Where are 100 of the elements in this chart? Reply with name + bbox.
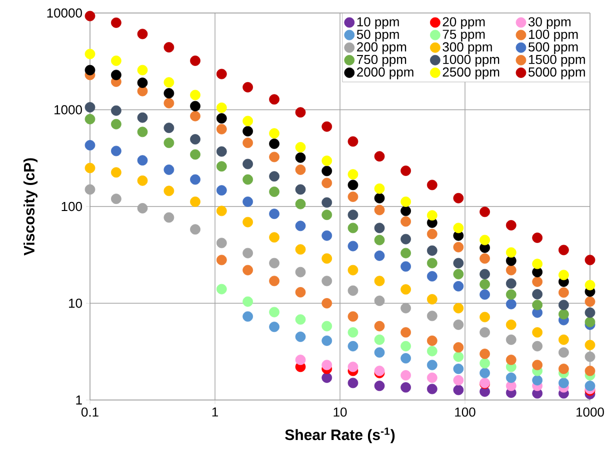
point: [400, 248, 411, 258]
point: [426, 336, 438, 346]
x-tick-label: 1: [212, 407, 218, 416]
point: [506, 320, 516, 330]
point: [322, 121, 332, 132]
point: [216, 161, 227, 172]
point: [216, 68, 227, 80]
point: [190, 134, 200, 144]
point: [558, 300, 569, 310]
point: [242, 216, 253, 228]
point: [426, 384, 438, 394]
point: [348, 180, 358, 190]
point: [558, 270, 569, 280]
point: [242, 116, 253, 126]
point: [110, 18, 122, 28]
point: [295, 287, 306, 298]
point: [480, 368, 490, 378]
point: [374, 320, 385, 332]
point: [426, 245, 438, 256]
point: [348, 169, 358, 180]
point: [400, 370, 411, 381]
point: [453, 258, 464, 268]
point: [348, 362, 358, 372]
point: [322, 178, 332, 188]
legend-label: 2000 ppm: [357, 67, 414, 80]
point: [426, 228, 438, 240]
point: [426, 180, 438, 190]
point: [269, 322, 280, 332]
point: [137, 175, 148, 186]
point: [110, 105, 122, 116]
point: [269, 306, 280, 318]
point: [295, 244, 306, 255]
point: [374, 183, 385, 194]
point: [242, 138, 253, 148]
point: [348, 210, 358, 220]
legend-label: 750 ppm: [357, 54, 406, 67]
x-tick-label: 1000: [576, 407, 604, 417]
point: [480, 268, 490, 280]
point: [426, 271, 438, 282]
y-tick-label: 100: [62, 202, 82, 212]
y-tick-label: 1: [76, 396, 82, 404]
point: [532, 375, 543, 386]
x-tick-label: 0.1: [81, 407, 98, 417]
point: [190, 196, 200, 207]
point: [480, 279, 490, 290]
point: [322, 360, 332, 370]
point: [532, 289, 543, 300]
point: [137, 112, 148, 123]
point: [426, 258, 438, 268]
x-axis-title: Shear Rate (s$^{-1}$): [285, 428, 395, 444]
point: [322, 372, 332, 383]
point: [558, 287, 569, 298]
point: [400, 196, 411, 207]
y-axis-title: Viscosity (cP): [24, 158, 38, 256]
point: [584, 307, 596, 318]
point: [400, 353, 411, 364]
point: [269, 94, 280, 105]
point: [426, 210, 438, 221]
point: [110, 167, 122, 178]
point: [532, 360, 543, 370]
point: [506, 372, 516, 383]
point: [190, 100, 200, 112]
point: [84, 162, 96, 174]
point: [110, 118, 122, 130]
point: [506, 278, 516, 289]
point: [374, 204, 385, 216]
point: [480, 358, 490, 368]
point: [295, 266, 306, 278]
point: [506, 289, 516, 300]
legend-label: 2500 ppm: [442, 67, 500, 80]
point: [164, 42, 174, 53]
point: [216, 238, 227, 248]
point: [137, 126, 148, 138]
legend-label: 1000 ppm: [443, 54, 500, 67]
legend-label: 100 ppm: [528, 30, 578, 42]
point: [400, 382, 411, 393]
point: [216, 124, 227, 134]
y-tick-label: 10: [69, 298, 82, 308]
point: [295, 107, 306, 118]
point: [269, 152, 280, 162]
legend-label: 1500 ppm: [528, 54, 585, 67]
point: [242, 248, 253, 258]
point: [506, 298, 516, 310]
point: [164, 138, 174, 148]
y-tick-label: 1000: [54, 105, 82, 114]
point: [400, 302, 411, 314]
point: [269, 258, 280, 268]
point: [269, 232, 280, 243]
point: [322, 336, 332, 346]
point: [164, 186, 174, 196]
legend-label: 20 ppm: [442, 17, 485, 29]
point: [295, 152, 306, 163]
point: [295, 142, 306, 152]
point: [322, 276, 332, 286]
point: [322, 210, 332, 220]
x-tick-label: 100: [455, 407, 476, 417]
point: [164, 98, 174, 108]
point: [348, 192, 358, 202]
point: [374, 347, 385, 358]
point: [216, 102, 227, 113]
